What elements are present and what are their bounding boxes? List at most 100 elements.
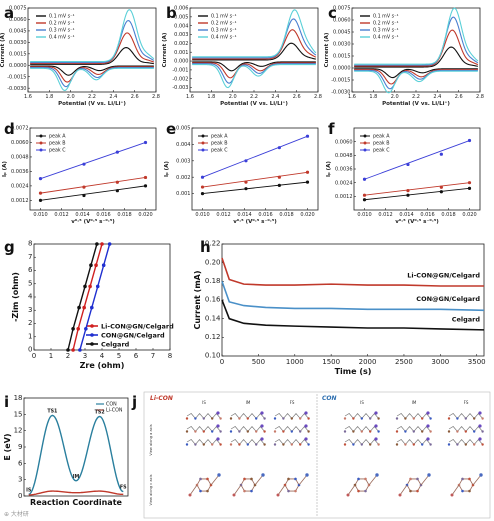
legend-label: 0.2 mV s⁻¹ bbox=[211, 21, 237, 27]
atom bbox=[216, 424, 220, 428]
legend-label: 0.1 mV s⁻¹ bbox=[373, 14, 399, 20]
y-tick-label: 8 bbox=[28, 240, 32, 248]
panel-letter-d: d bbox=[4, 120, 15, 138]
x-tick-label: 0.020 bbox=[138, 212, 152, 218]
state-label: FS bbox=[120, 485, 127, 491]
legend-label: peak B bbox=[211, 141, 228, 147]
cv-curve-anodic bbox=[354, 7, 479, 65]
atom bbox=[478, 437, 482, 441]
x-tick-label: 2.4 bbox=[109, 94, 117, 100]
side-bond bbox=[472, 474, 482, 486]
legend-label: 0.3 mV s⁻¹ bbox=[373, 28, 399, 34]
cv-curve-cathodic bbox=[30, 65, 154, 76]
legend-label: peak C bbox=[49, 148, 66, 154]
atom bbox=[255, 417, 258, 420]
atom bbox=[229, 430, 233, 433]
y-tick-label: 6 bbox=[28, 266, 33, 274]
x-tick-label: 5 bbox=[117, 352, 121, 360]
state-label: IS bbox=[26, 487, 32, 493]
data-point bbox=[143, 184, 148, 188]
y-tick-label: 0.0012 bbox=[11, 198, 29, 204]
legend-label: 0.1 mV s⁻¹ bbox=[49, 14, 75, 20]
atom bbox=[255, 443, 258, 446]
x-tick-label: 2.6 bbox=[293, 94, 301, 100]
x-tick-label: 1.6 bbox=[24, 94, 32, 100]
atom bbox=[216, 411, 220, 415]
x-tick-label: 2000 bbox=[359, 358, 377, 366]
x-tick-label: 0.020 bbox=[462, 212, 476, 218]
legend-marker bbox=[39, 134, 43, 138]
x-tick-label: 1000 bbox=[286, 358, 304, 366]
legend-label: peak A bbox=[373, 134, 390, 140]
panel-letter-g: g bbox=[4, 238, 15, 256]
atom bbox=[304, 424, 308, 428]
atom bbox=[409, 477, 412, 481]
nyquist-point bbox=[77, 305, 81, 310]
atom bbox=[352, 417, 355, 420]
atom bbox=[307, 417, 310, 420]
data-point bbox=[305, 170, 310, 174]
atom bbox=[404, 443, 407, 446]
nyquist-point bbox=[66, 348, 70, 352]
x-tick-label: 0.018 bbox=[279, 212, 293, 218]
atom bbox=[290, 443, 293, 446]
x-tick-label: 2.4 bbox=[271, 94, 279, 100]
data-point bbox=[406, 193, 410, 197]
peak-current-chart-d: 0.010 0.012 0.014 0.016 0.018 0.020 0.0012 0.00… bbox=[2, 126, 157, 225]
atom bbox=[357, 477, 360, 481]
legend-label: peak B bbox=[373, 141, 390, 147]
x-tick-label: 2.2 bbox=[88, 94, 96, 100]
current-trace bbox=[221, 281, 485, 312]
atom bbox=[450, 493, 454, 497]
y-tick-label: 0.0000 bbox=[9, 63, 27, 69]
atom bbox=[199, 477, 202, 481]
panel-j-col-label: IS bbox=[202, 400, 206, 405]
y-tick-label: 0.0024 bbox=[11, 183, 29, 189]
series-label: CON@GN/Celgard bbox=[416, 295, 480, 303]
x-tick-label: 0.018 bbox=[117, 212, 131, 218]
atom bbox=[429, 430, 432, 433]
y-tick-label: 0.000 bbox=[174, 59, 188, 65]
atom bbox=[304, 437, 308, 441]
data-point bbox=[277, 146, 281, 150]
y-tick-label: 9 bbox=[18, 443, 22, 451]
panel-j-col-label: IM bbox=[246, 400, 251, 405]
atom bbox=[375, 473, 379, 477]
panel-letter-a: a bbox=[4, 4, 14, 22]
plot-frame bbox=[351, 7, 481, 93]
atom bbox=[481, 430, 484, 433]
x-tick-label: 2.2 bbox=[412, 94, 420, 100]
atom bbox=[206, 489, 209, 493]
legend-marker bbox=[90, 324, 94, 328]
atom bbox=[282, 430, 285, 433]
panel-j-molecule-cells bbox=[185, 411, 484, 497]
y-tick-label: 1 bbox=[28, 332, 32, 340]
panel-j-col-label: FS bbox=[290, 400, 295, 405]
atom bbox=[263, 430, 266, 433]
panel-letter-c: c bbox=[328, 4, 337, 22]
x-tick-label: 1 bbox=[49, 352, 53, 360]
state-label: IM bbox=[73, 474, 80, 480]
y-axis-label: -Zim (ohm) bbox=[11, 272, 20, 322]
state-label: TS1 bbox=[47, 408, 57, 414]
atom bbox=[243, 489, 246, 493]
fit-line bbox=[364, 187, 470, 201]
panel-letter-i: i bbox=[4, 393, 9, 411]
y-axis-label: Iₚ (A) bbox=[2, 161, 8, 177]
atom bbox=[304, 411, 308, 415]
y-tick-label: 0.002 bbox=[176, 175, 190, 181]
x-tick-label: 1.6 bbox=[186, 94, 194, 100]
atom bbox=[374, 411, 378, 415]
y-tick-label: 0.18 bbox=[205, 277, 221, 285]
atom bbox=[473, 417, 476, 420]
y-tick-label: 0.0075 bbox=[9, 6, 27, 12]
atom bbox=[395, 430, 399, 433]
atom bbox=[481, 417, 484, 420]
side-bond bbox=[420, 474, 430, 486]
atom bbox=[229, 417, 233, 420]
cv-curve-anodic bbox=[30, 19, 155, 64]
legend-label: 0.4 mV s⁻¹ bbox=[49, 35, 75, 41]
cv-curve-cathodic bbox=[354, 69, 478, 85]
atom bbox=[211, 430, 214, 433]
x-tick-label: 1.8 bbox=[45, 94, 53, 100]
